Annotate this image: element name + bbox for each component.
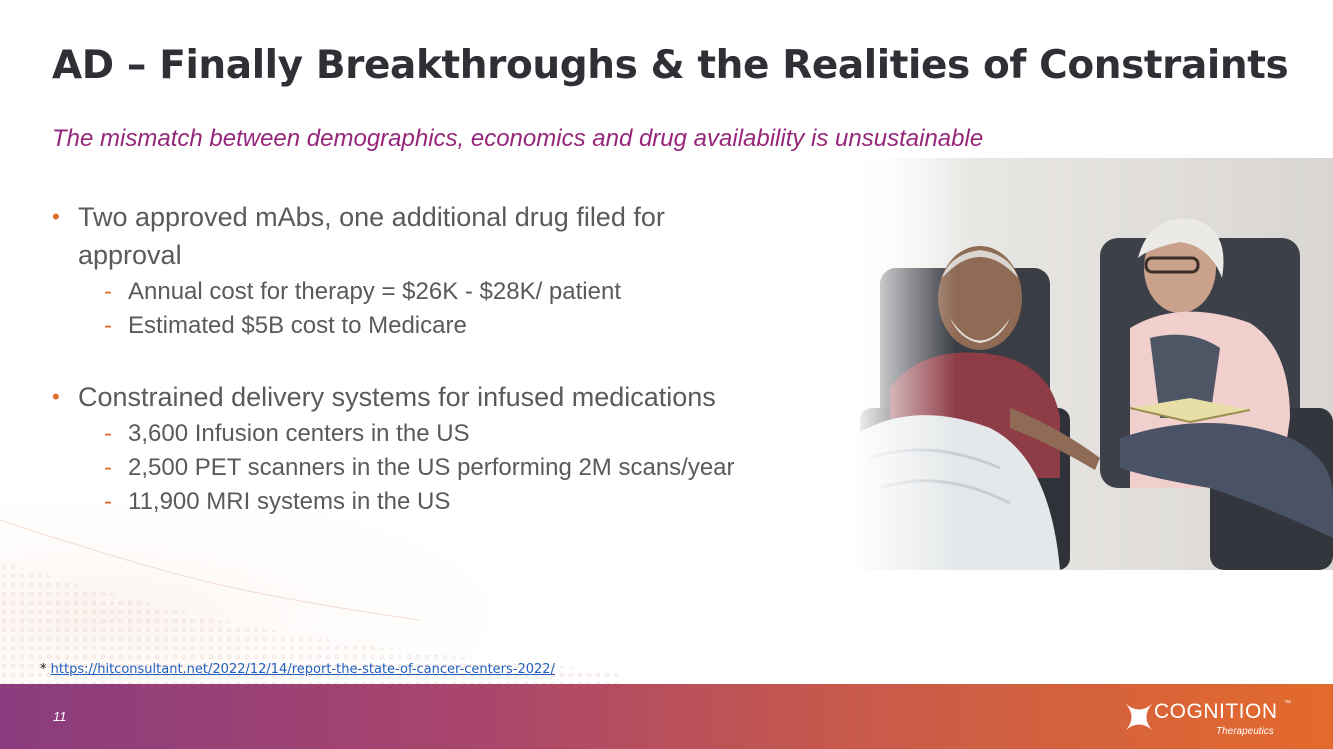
page-number: 11 <box>53 709 67 724</box>
footnote-link[interactable]: https://hitconsultant.net/2022/12/14/rep… <box>50 662 555 677</box>
sub-bullet-text: 3,600 Infusion centers in the US <box>128 420 470 447</box>
sub-bullet-item: - Annual cost for therapy = $26K - $28K/… <box>52 276 742 308</box>
sub-bullet-item: - Estimated $5B cost to Medicare <box>52 310 742 342</box>
sub-bullet-marker: - <box>104 312 112 339</box>
logo-name: COGNITION <box>1154 700 1278 723</box>
slide-subtitle: The mismatch between demographics, econo… <box>52 125 984 152</box>
sub-bullet-marker: - <box>104 278 112 305</box>
decorative-dot-pattern <box>0 500 620 690</box>
sub-bullet-item: - 3,600 Infusion centers in the US <box>52 418 742 450</box>
cognition-logo: COGNITION ™ Therapeutics <box>1124 700 1304 740</box>
footer-bar: 11 COGNITION ™ Therapeutics <box>0 684 1333 749</box>
bullet-item: • Constrained delivery systems for infus… <box>52 378 742 416</box>
elderly-couple-photo <box>850 158 1333 570</box>
sub-bullet-text: Annual cost for therapy = $26K - $28K/ p… <box>128 278 621 305</box>
bullet-text: Two approved mAbs, one additional drug f… <box>78 202 665 270</box>
sub-bullet-text: 11,900 MRI systems in the US <box>128 488 451 515</box>
sub-bullet-marker: - <box>104 454 112 481</box>
sub-bullet-text: 2,500 PET scanners in the US performing … <box>128 454 735 481</box>
bullet-text: Constrained delivery systems for infused… <box>78 382 716 412</box>
sub-bullet-item: - 11,900 MRI systems in the US <box>52 486 742 518</box>
bullet-list: • Two approved mAbs, one additional drug… <box>52 198 742 518</box>
sub-bullet-marker: - <box>104 488 112 515</box>
bullet-marker: • <box>52 204 60 229</box>
bullet-item: • Two approved mAbs, one additional drug… <box>52 198 742 274</box>
sub-bullet-text: Estimated $5B cost to Medicare <box>128 312 467 339</box>
trademark-symbol: ™ <box>1284 700 1291 707</box>
sub-bullet-item: - 2,500 PET scanners in the US performin… <box>52 452 742 484</box>
footnote: * https://hitconsultant.net/2022/12/14/r… <box>40 660 555 680</box>
spacer <box>52 342 742 378</box>
photo-illustration <box>850 158 1333 570</box>
footnote-marker: * <box>40 662 47 677</box>
sub-bullet-marker: - <box>104 420 112 447</box>
bullet-marker: • <box>52 384 60 409</box>
slide-title: AD – Finally Breakthroughs & the Realiti… <box>52 43 1289 88</box>
logo-tagline: Therapeutics <box>1216 726 1274 737</box>
x-mark-icon <box>1126 704 1152 730</box>
